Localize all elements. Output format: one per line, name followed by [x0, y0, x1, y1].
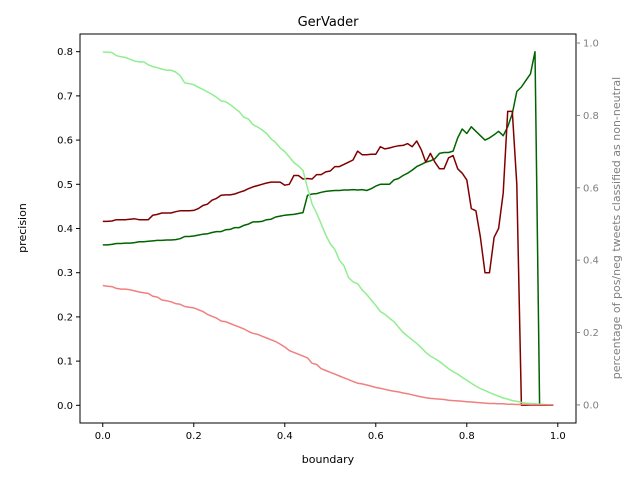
series-line-2 — [102, 110, 554, 407]
y-tick-label: 0.4 — [57, 224, 73, 235]
y2-tick-label: 0.6 — [583, 183, 599, 194]
y-axis-left: 0.0 0.1 0.2 0.3 0.4 0.5 0.6 0.7 0.8 — [57, 47, 80, 412]
y2-tick-label: 1.0 — [583, 39, 599, 50]
y-tick-label: 0.0 — [57, 401, 73, 412]
x-tick-label: 1.0 — [550, 431, 566, 442]
chart-title: GerVader — [298, 15, 360, 30]
y-axis-right: 0.0 0.2 0.4 0.6 0.8 1.0 — [576, 39, 599, 411]
y-tick-label: 0.1 — [57, 357, 73, 368]
x-tick-label: 0.8 — [459, 431, 475, 442]
y-tick-label: 0.8 — [57, 47, 73, 58]
y2-axis-label: percentage of pos/neg tweets classified … — [610, 77, 623, 379]
x-tick-label: 0.0 — [95, 431, 111, 442]
x-tick-label: 0.6 — [368, 431, 384, 442]
y-axis-label: precision — [16, 203, 29, 253]
y-tick-label: 0.6 — [57, 136, 73, 147]
series-line-1 — [102, 50, 554, 407]
x-tick-label: 0.2 — [186, 431, 202, 442]
y-tick-label: 0.2 — [57, 312, 73, 323]
series-line-3 — [102, 51, 554, 406]
y-tick-label: 0.3 — [57, 268, 73, 279]
y-tick-label: 0.5 — [57, 180, 73, 191]
x-axis-label: boundary — [302, 453, 355, 466]
x-axis: 0.0 0.2 0.4 0.6 0.8 1.0 — [95, 423, 566, 442]
y-tick-label: 0.7 — [57, 91, 73, 102]
y2-tick-label: 0.4 — [583, 256, 599, 267]
x-tick-label: 0.4 — [277, 431, 293, 442]
y2-tick-label: 0.2 — [583, 328, 599, 339]
y2-tick-label: 0.0 — [583, 400, 599, 411]
series-layer — [102, 50, 554, 407]
series-line-4 — [102, 284, 554, 406]
y2-tick-label: 0.8 — [583, 111, 599, 122]
